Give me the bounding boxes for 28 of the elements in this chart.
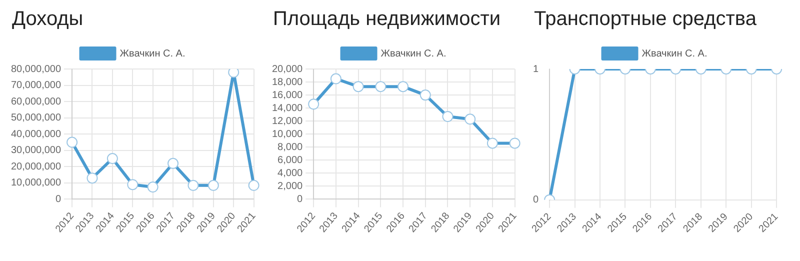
y-tick-label: 40,000,000: [10, 128, 62, 140]
y-tick-label: 50,000,000: [10, 112, 62, 124]
y-tick-label: 0: [55, 194, 62, 205]
y-tick-label: 0: [297, 194, 304, 205]
chart-title: Доходы: [11, 8, 84, 32]
chart-title: Транспортные средства: [533, 8, 758, 32]
y-tick-label: 10,000: [272, 128, 304, 140]
y-tick-label: 30,000,000: [10, 145, 62, 156]
y-tick-label: 4,000: [278, 168, 304, 179]
legend-label: Жвачкин С. А.: [380, 48, 446, 60]
y-tick-label: 14,000: [272, 102, 304, 114]
legend-label: Жвачкин С. А.: [642, 48, 708, 60]
chart-title: Площадь недвижимости: [272, 8, 502, 32]
y-tick-label: 1: [533, 64, 539, 75]
y-tick-label: 80,000,000: [10, 64, 62, 75]
y-tick-label: 6,000: [278, 154, 304, 166]
y-tick-label: 18,000: [272, 76, 304, 88]
y-tick-label: 10,000,000: [10, 178, 62, 189]
y-tick-label: 20,000: [272, 64, 304, 75]
y-tick-label: 8,000: [278, 142, 304, 153]
y-tick-label: 2,000: [278, 180, 304, 192]
y-tick-label: 20,000,000: [10, 161, 62, 172]
y-tick-label: 16,000: [272, 90, 304, 101]
y-tick-label: 0: [533, 194, 539, 206]
y-tick-label: 60,000,000: [10, 96, 62, 108]
y-tick-label: 12,000: [272, 116, 304, 127]
legend-label: Жвачкин С. А.: [120, 48, 186, 60]
y-tick-label: 70,000,000: [10, 80, 62, 92]
